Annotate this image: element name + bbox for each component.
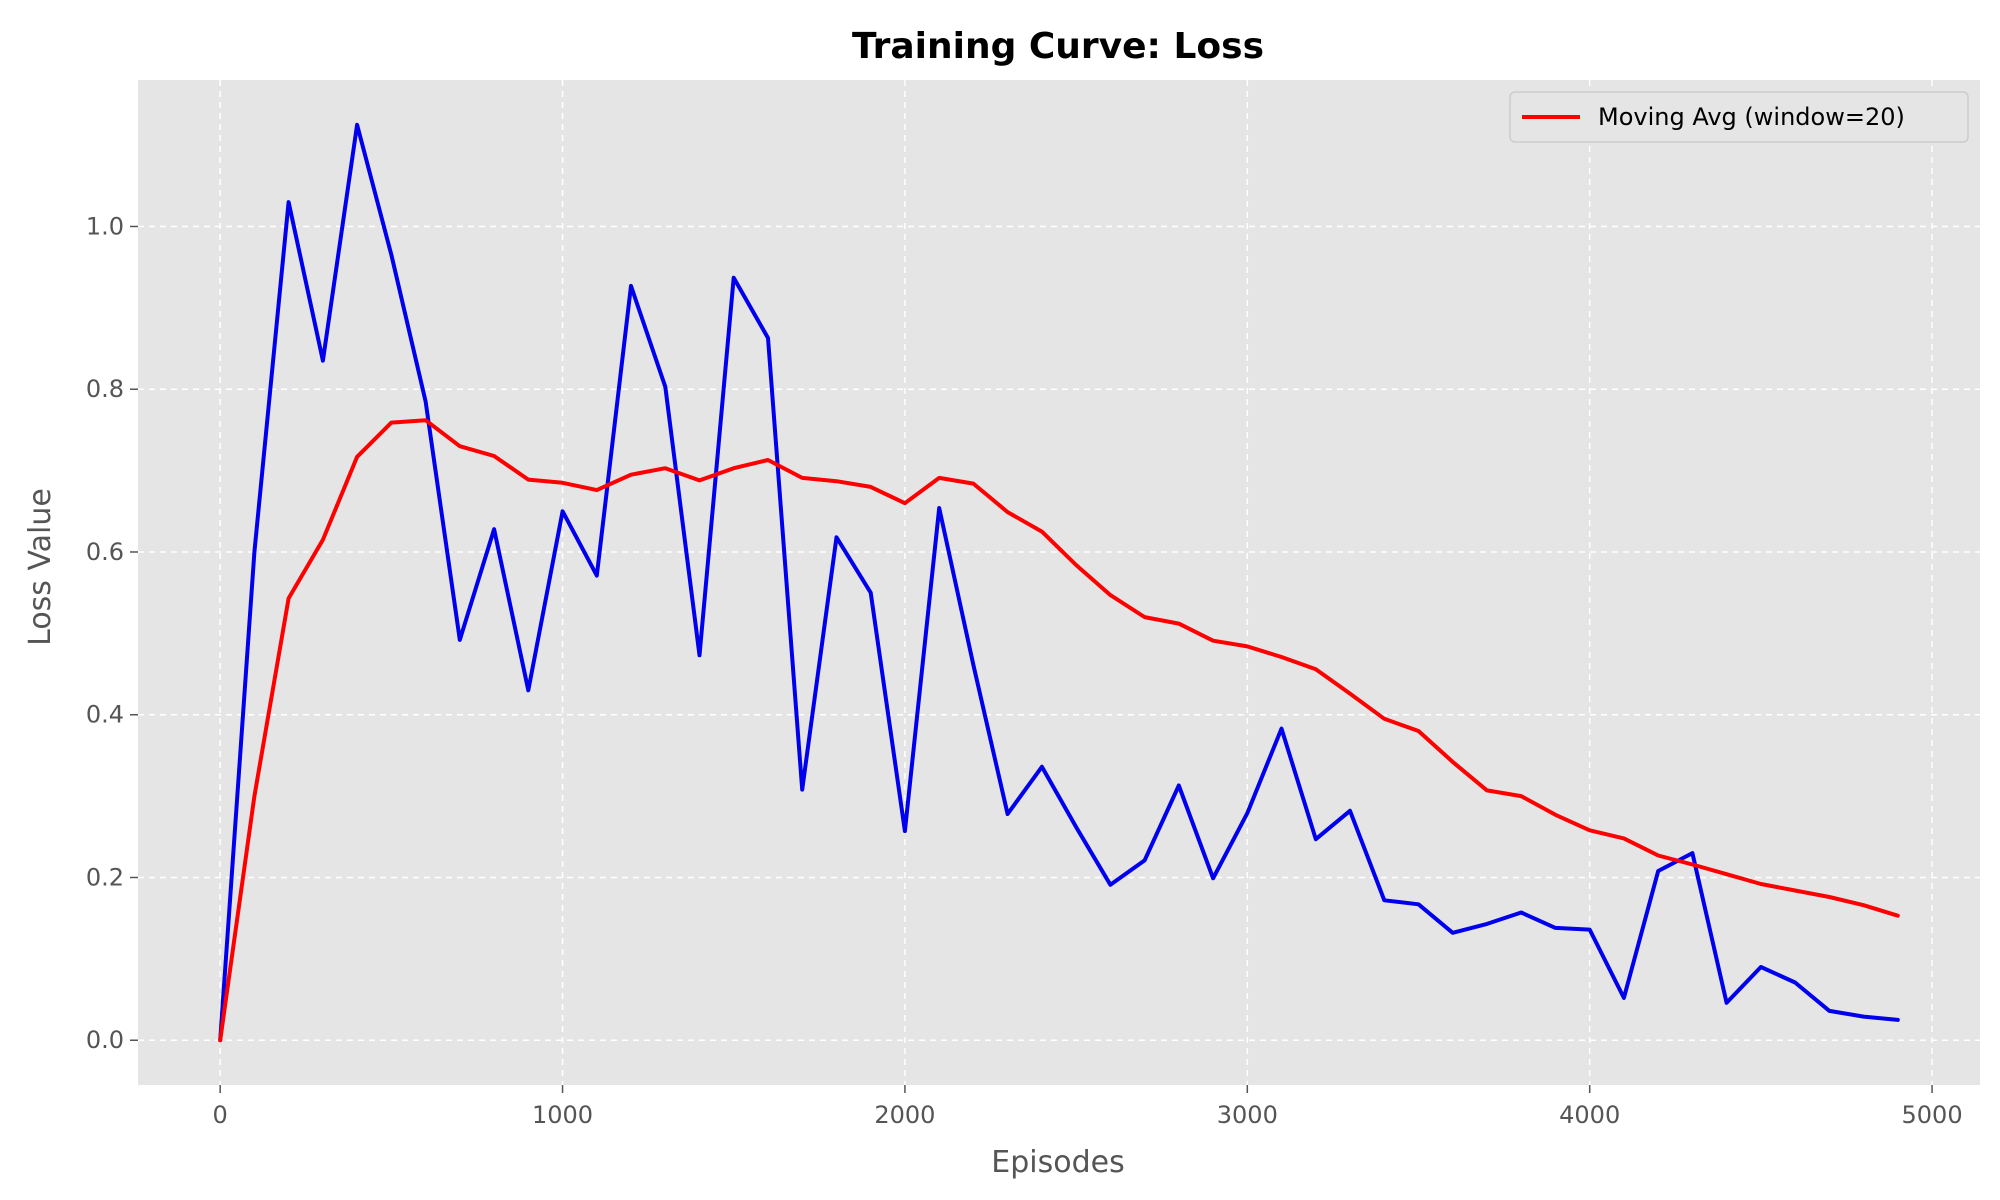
series-layer xyxy=(218,122,1900,1043)
x-axis-label: Episodes xyxy=(991,1145,1124,1180)
y-tick-label: 0.2 xyxy=(86,863,124,891)
x-tick-label: 2000 xyxy=(874,1101,935,1129)
y-tick-label: 0.4 xyxy=(86,701,124,729)
plot-area xyxy=(138,80,1980,1085)
x-axis: 0 1000 2000 3000 4000 5000 xyxy=(213,1085,1963,1129)
y-tick-label: 0.0 xyxy=(86,1026,124,1054)
x-tick-label: 3000 xyxy=(1217,1101,1278,1129)
y-tick-label: 0.6 xyxy=(86,538,124,566)
legend-label: Moving Avg (window=20) xyxy=(1598,103,1905,131)
y-tick-label: 0.8 xyxy=(86,375,124,403)
x-tick-label: 1000 xyxy=(532,1101,593,1129)
x-tick-label: 5000 xyxy=(1902,1101,1963,1129)
y-tick-label: 1.0 xyxy=(86,212,124,240)
y-axis: 0.0 0.2 0.4 0.6 0.8 1.0 xyxy=(86,212,138,1054)
grid xyxy=(138,80,1980,1085)
legend-box xyxy=(1509,91,1969,143)
chart-title: Training Curve: Loss xyxy=(852,26,1264,67)
x-tick-label: 0 xyxy=(213,1101,228,1129)
x-tick-label: 4000 xyxy=(1559,1101,1620,1129)
loss-line xyxy=(218,122,1900,1043)
y-axis-label: Loss Value xyxy=(23,488,58,646)
moving-avg-line xyxy=(218,418,1900,1043)
legend: Moving Avg (window=20) xyxy=(1509,91,1969,143)
